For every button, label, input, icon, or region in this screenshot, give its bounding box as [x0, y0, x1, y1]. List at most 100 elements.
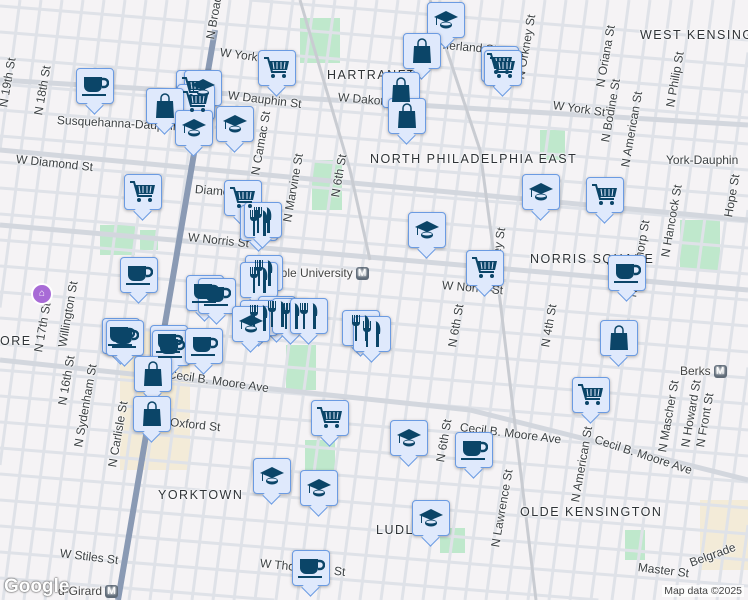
school-icon: [306, 477, 332, 499]
restaurant-icon: [248, 266, 270, 294]
cart-icon: [591, 183, 619, 207]
street: [547, 0, 631, 600]
school-icon: [222, 113, 248, 135]
street: [0, 0, 64, 466]
park: [312, 160, 342, 210]
street: [0, 4, 748, 68]
neighborhood-label: WEST KENSINGTON: [640, 28, 748, 42]
neighborhood-label: ORE: [0, 334, 32, 348]
cart-marker[interactable]: [572, 377, 610, 413]
coffee-marker[interactable]: [106, 320, 144, 356]
shopping-bag-icon: [142, 361, 164, 387]
street: [249, 0, 748, 42]
rail-line: [428, 0, 538, 600]
street: [64, 0, 148, 600]
school-marker[interactable]: [522, 174, 560, 210]
street: [0, 0, 22, 151]
cart-marker[interactable]: [311, 400, 349, 436]
coffee-icon: [157, 336, 185, 360]
shopping-bag-icon: [411, 38, 433, 64]
shopping-bag-marker[interactable]: [388, 98, 426, 134]
major-street: [0, 357, 471, 413]
school-icon: [181, 117, 207, 139]
street: [673, 52, 748, 600]
map-attribution[interactable]: Map data ©2025: [662, 585, 744, 597]
street: [442, 0, 526, 600]
street: [0, 160, 748, 224]
metro-icon: M: [105, 585, 119, 599]
coffee-icon: [203, 284, 231, 308]
shopping-bag-marker[interactable]: [600, 320, 638, 356]
coffee-icon: [297, 556, 325, 580]
street: [0, 576, 275, 600]
school-marker[interactable]: [390, 420, 428, 456]
school-marker[interactable]: [175, 110, 213, 146]
street: [715, 367, 748, 600]
cart-marker[interactable]: [258, 50, 296, 86]
school-icon: [238, 313, 264, 335]
street: [0, 498, 748, 562]
coffee-marker[interactable]: [455, 432, 493, 468]
neighborhood-label: NORTH PHILADELPHIA EAST: [370, 152, 578, 166]
school-marker[interactable]: [253, 458, 291, 494]
cart-marker[interactable]: [466, 250, 504, 286]
station-label-girard[interactable]: d-Girard M: [58, 584, 119, 599]
coffee-marker[interactable]: [608, 255, 646, 291]
street: [0, 420, 748, 484]
street: [652, 0, 736, 600]
school-marker[interactable]: [412, 500, 450, 536]
shopping-bag-icon: [390, 77, 412, 103]
cart-icon: [229, 186, 257, 210]
school-icon: [396, 427, 422, 449]
restaurant-icon: [280, 302, 302, 330]
coffee-icon: [111, 326, 139, 350]
coffee-marker[interactable]: [292, 550, 330, 586]
restaurant-marker[interactable]: [244, 202, 282, 238]
school-marker[interactable]: [427, 2, 465, 38]
restaurant-icon: [298, 302, 320, 330]
school-icon: [414, 219, 440, 241]
station-label-berks[interactable]: Berks M: [680, 364, 727, 379]
street: [694, 209, 748, 600]
cart-icon: [577, 383, 605, 407]
school-icon: [190, 77, 216, 99]
cart-marker[interactable]: [586, 177, 624, 213]
neighborhood-label: YORKTOWN: [158, 488, 244, 502]
coffee-marker[interactable]: [198, 278, 236, 314]
coffee-marker[interactable]: [185, 328, 223, 364]
museum-icon[interactable]: ⌂: [31, 283, 53, 305]
restaurant-marker[interactable]: [353, 316, 391, 352]
school-marker[interactable]: [300, 470, 338, 506]
metro-icon: M: [713, 365, 727, 379]
cart-marker[interactable]: [484, 50, 522, 86]
shopping-bag-icon: [141, 401, 163, 427]
street: [379, 0, 463, 600]
street: [0, 446, 748, 510]
street: [526, 0, 610, 600]
street: [484, 0, 568, 600]
shopping-bag-marker[interactable]: [133, 396, 171, 432]
metro-icon: M: [355, 267, 369, 281]
cart-icon: [263, 56, 291, 80]
shopping-bag-marker[interactable]: [134, 356, 172, 392]
cart-marker[interactable]: [124, 174, 162, 210]
school-icon: [528, 181, 554, 203]
school-marker[interactable]: [408, 212, 446, 248]
coffee-icon: [190, 334, 218, 358]
neighborhood-label: OLDE KENSINGTON: [520, 505, 663, 519]
school-marker[interactable]: [216, 106, 254, 142]
coffee-marker[interactable]: [76, 68, 114, 104]
coffee-marker[interactable]: [120, 257, 158, 293]
shopping-bag-icon: [154, 93, 176, 119]
shopping-bag-marker[interactable]: [403, 33, 441, 69]
street: [505, 0, 589, 600]
major-street: [469, 407, 748, 483]
cart-icon: [471, 256, 499, 280]
school-icon: [433, 9, 459, 31]
google-logo: Google: [4, 576, 70, 597]
street: [358, 0, 442, 600]
school-icon: [259, 465, 285, 487]
street: [0, 30, 748, 94]
restaurant-icon: [361, 320, 383, 348]
cart-icon: [489, 56, 517, 80]
